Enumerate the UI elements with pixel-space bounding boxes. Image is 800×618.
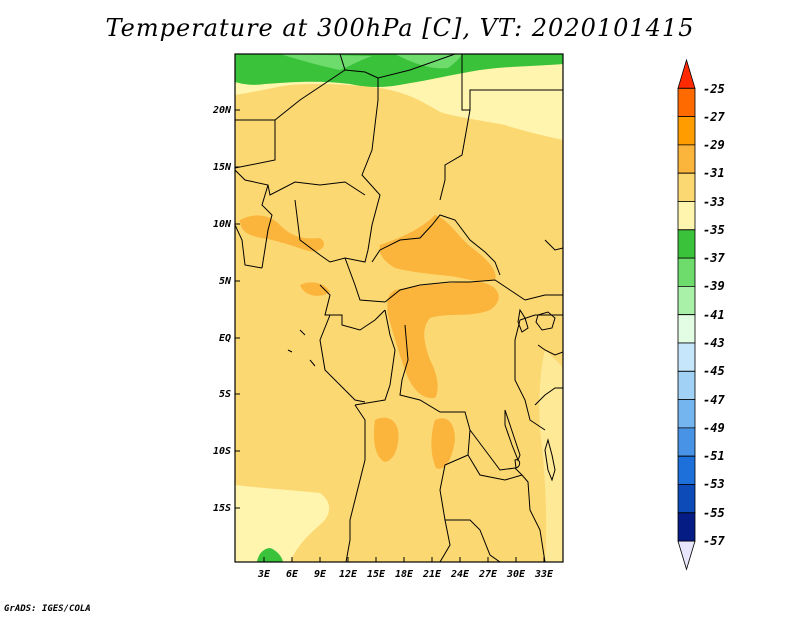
- map-frame: [234, 53, 564, 563]
- colorbar-label: -57: [703, 534, 725, 548]
- colorbar-segment: [677, 58, 696, 89]
- colorbar-label: -39: [703, 279, 725, 293]
- colorbar-segment: [677, 314, 696, 344]
- colorbar-label: -35: [703, 223, 725, 237]
- colorbar-label: -27: [703, 110, 725, 124]
- lon-tick-label: 27E: [478, 569, 498, 580]
- lat-tick-label: 20N: [212, 105, 232, 116]
- lon-tick-label: 15E: [367, 569, 386, 580]
- lat-tick-label: 10N: [213, 219, 232, 230]
- lon-tick-label: 6E: [286, 569, 299, 580]
- colorbar-segment: [677, 144, 696, 174]
- lat-tick-label: EQ: [219, 333, 231, 344]
- country-borders: [235, 54, 563, 562]
- longitude-tick-marks: [263, 557, 545, 562]
- colorbar-label: -43: [703, 336, 725, 350]
- colorbar-label: -25: [703, 82, 725, 96]
- colorbar-label: -37: [703, 251, 725, 265]
- lon-tick-label: 9E: [314, 569, 327, 580]
- colorbar: [677, 58, 696, 571]
- colorbar-labels: -25 -27 -29 -31 -33 -35 -37 -39 -41 -43 …: [703, 82, 725, 548]
- colorbar-label: -31: [703, 166, 725, 180]
- colorbar-label: -53: [703, 477, 725, 491]
- map-title: Temperature at 300hPa [C], VT: 202010141…: [105, 14, 695, 42]
- colorbar-segment: [677, 116, 696, 146]
- colorbar-label: -49: [703, 421, 725, 435]
- colorbar-segment: [677, 427, 696, 457]
- colorbar-segment: [677, 342, 696, 372]
- lon-tick-label: 30E: [506, 569, 526, 580]
- colorbar-segment: [677, 370, 696, 400]
- colorbar-segment: [677, 399, 696, 429]
- lon-tick-label: 12E: [339, 569, 358, 580]
- lakes: [504, 308, 556, 482]
- colorbar-segment: [677, 484, 696, 514]
- colorbar-segment: [677, 172, 696, 202]
- colorbar-segment: [677, 512, 696, 542]
- lon-tick-label: 3E: [257, 569, 271, 580]
- colorbar-label: -55: [703, 506, 725, 520]
- lat-tick-label: 15N: [213, 162, 232, 173]
- colorbar-label: -51: [703, 449, 725, 463]
- colorbar-segment: [677, 540, 696, 571]
- lat-tick-label: 5N: [219, 276, 232, 287]
- grads-credit: GrADS: IGES/COLA: [4, 604, 91, 614]
- colorbar-segment: [677, 201, 696, 231]
- colorbar-segment: [677, 286, 696, 316]
- latitude-tick-marks: [235, 109, 240, 509]
- colorbar-label: -47: [703, 393, 725, 407]
- temperature-field: [235, 54, 563, 562]
- colorbar-label: -45: [703, 364, 725, 378]
- lat-tick-label: 10S: [213, 446, 231, 457]
- lon-tick-label: 24E: [450, 569, 470, 580]
- lat-tick-label: 5S: [219, 389, 231, 400]
- colorbar-segment: [677, 87, 696, 117]
- colorbar-segment: [677, 257, 696, 287]
- lon-tick-label: 18E: [395, 569, 414, 580]
- colorbar-segment: [677, 455, 696, 485]
- lon-tick-label: 33E: [534, 569, 554, 580]
- lon-tick-label: 21E: [422, 569, 442, 580]
- colorbar-label: -41: [703, 308, 725, 322]
- colorbar-label: -29: [703, 138, 725, 152]
- colorbar-label: -33: [703, 195, 725, 209]
- lat-tick-label: 15S: [213, 503, 231, 514]
- colorbar-segment: [677, 229, 696, 259]
